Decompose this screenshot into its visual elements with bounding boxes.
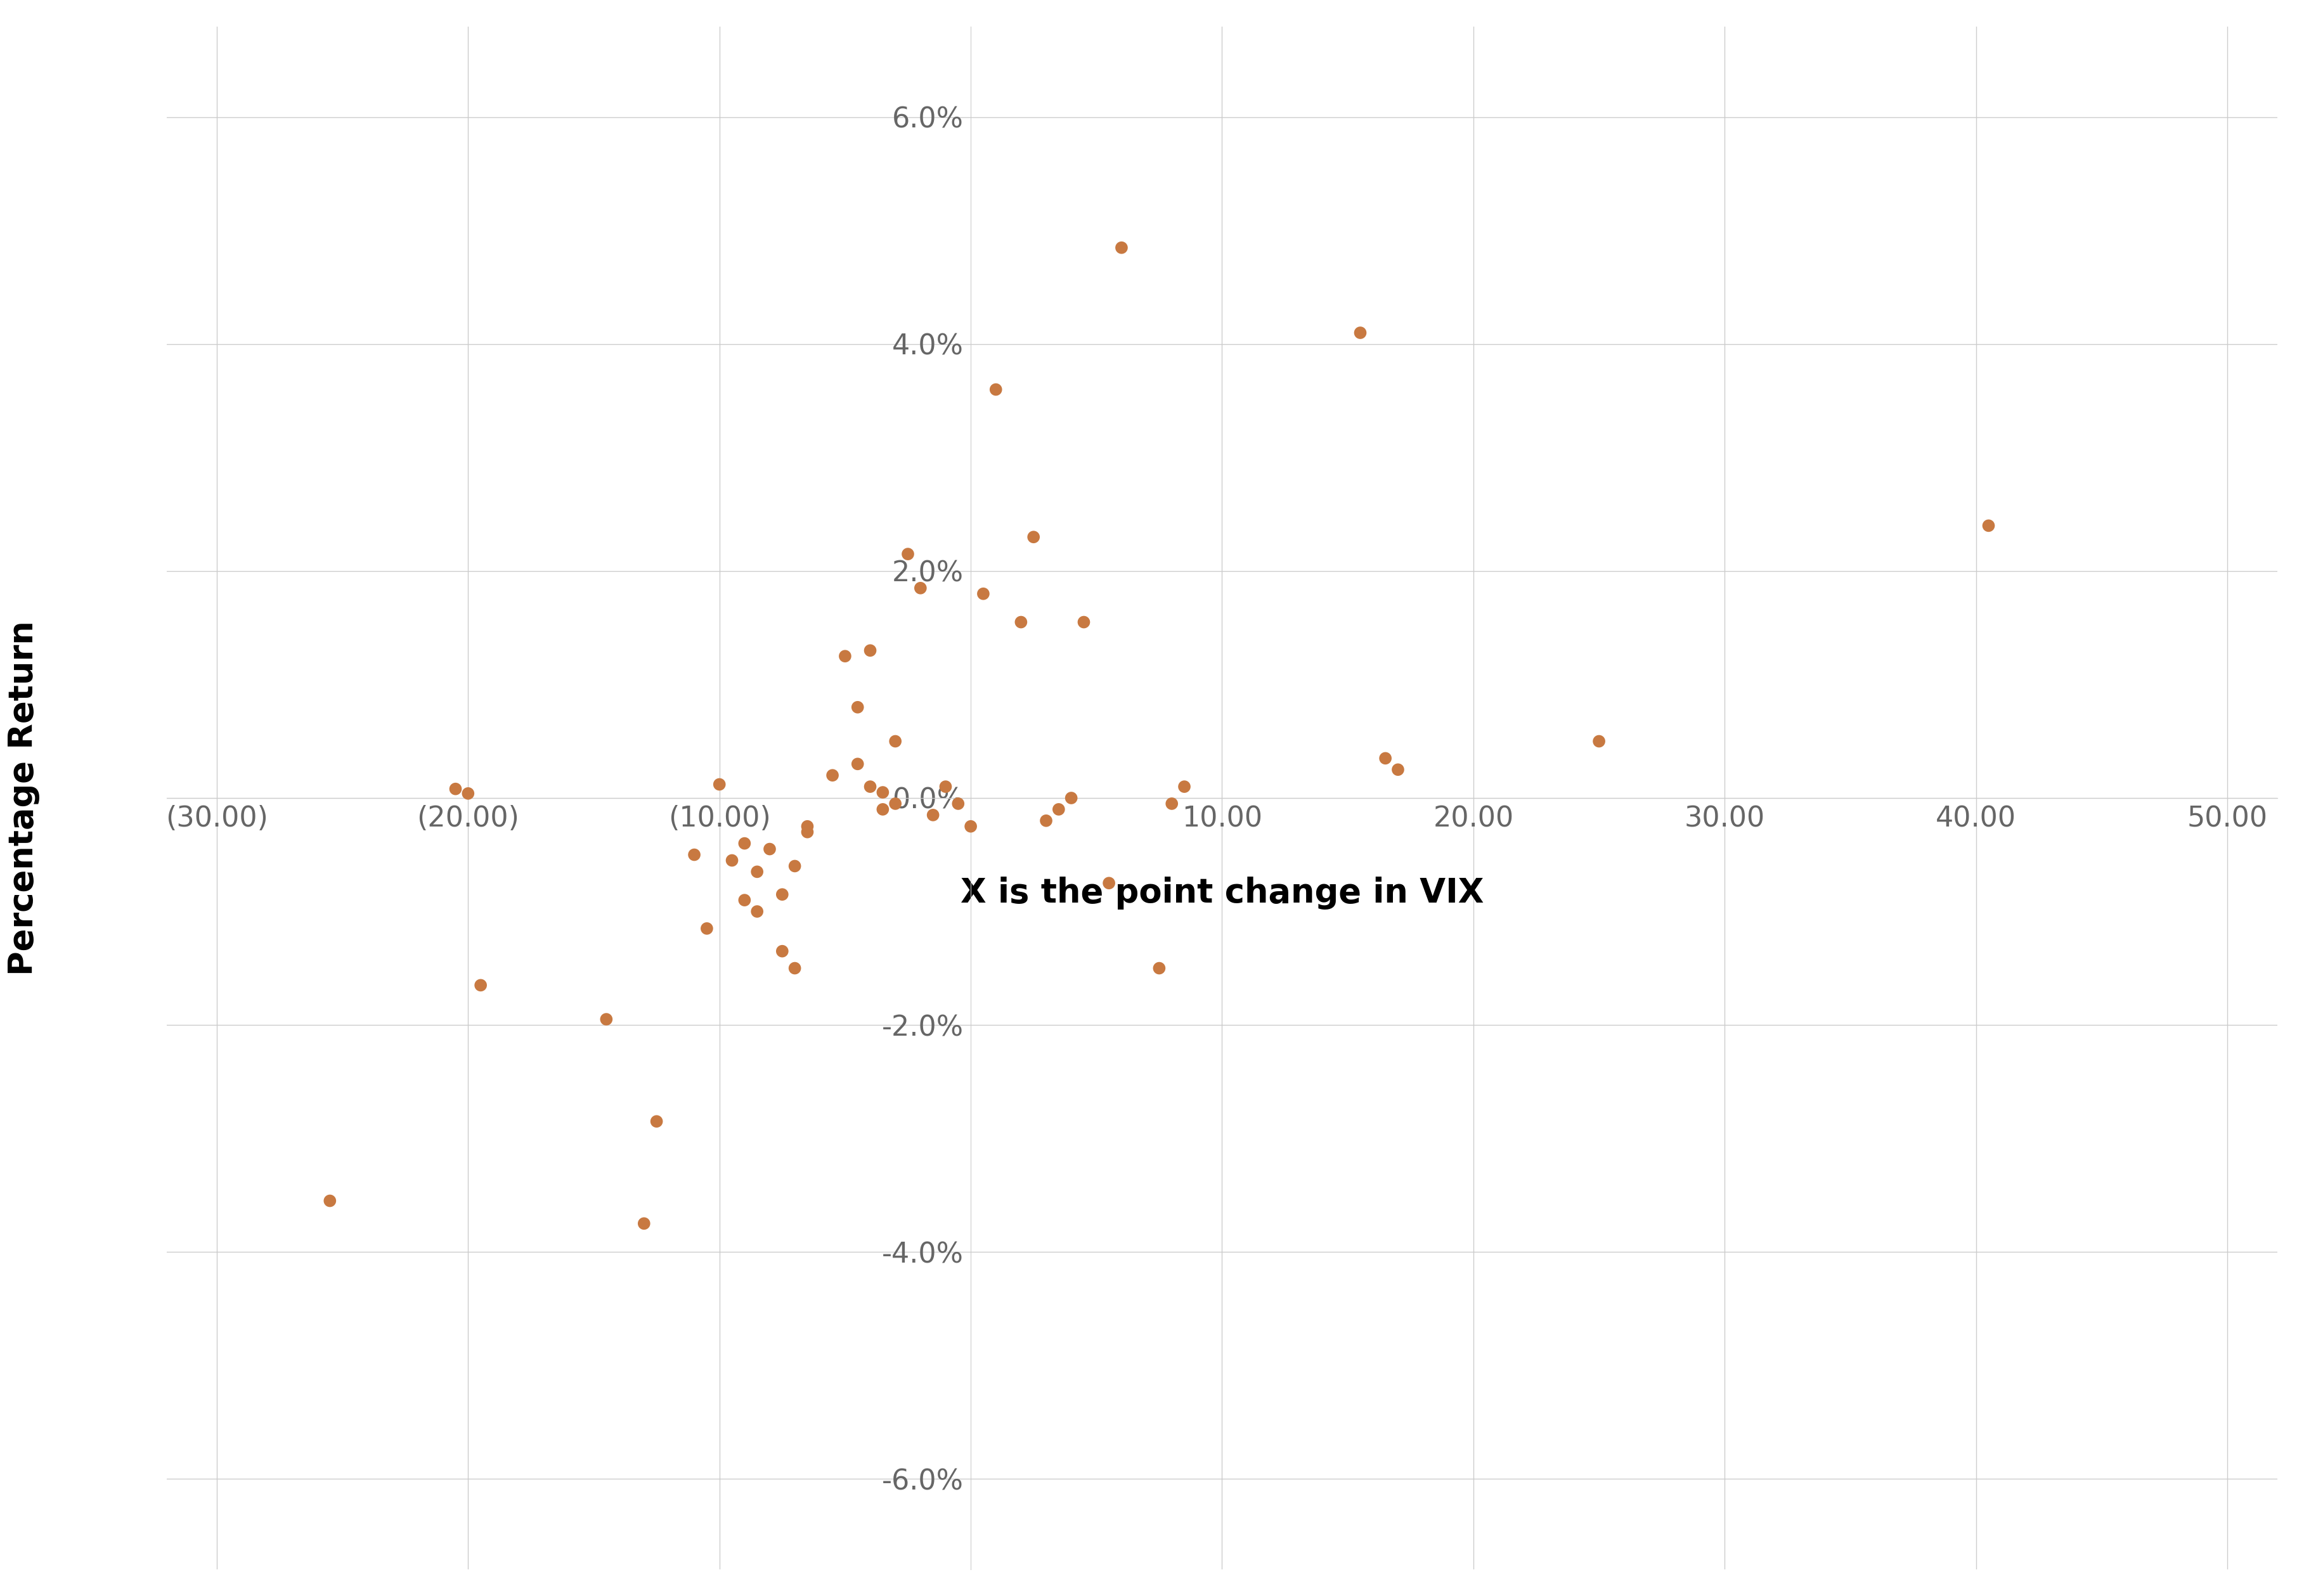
Point	[776, 956, 813, 982]
Point	[864, 796, 901, 822]
Point	[977, 377, 1014, 402]
Point	[463, 972, 500, 998]
Point	[627, 1211, 664, 1237]
Point	[952, 814, 988, 839]
Point	[1016, 523, 1053, 549]
Point	[1064, 610, 1101, 635]
Point	[878, 728, 915, 753]
Point	[588, 1007, 624, 1033]
Point	[675, 843, 712, 868]
Point	[852, 774, 889, 800]
Point	[1366, 745, 1403, 771]
Point	[714, 847, 751, 873]
Point	[765, 881, 802, 907]
Point	[1053, 785, 1090, 811]
Point	[788, 814, 825, 839]
Point	[878, 792, 915, 817]
Point	[926, 774, 963, 800]
Point	[765, 938, 802, 964]
Point	[1581, 728, 1617, 753]
Point	[940, 792, 977, 817]
Point	[1104, 235, 1140, 260]
Point	[740, 859, 776, 884]
Point	[813, 763, 850, 788]
Point	[1970, 512, 2007, 538]
Point	[1041, 796, 1078, 822]
Point	[726, 830, 763, 855]
Point	[965, 581, 1002, 606]
Point	[776, 854, 813, 879]
Point	[689, 916, 726, 942]
Point	[638, 1109, 675, 1135]
Point	[903, 575, 940, 600]
Point	[449, 780, 486, 806]
Point	[1341, 321, 1378, 346]
Point	[438, 776, 475, 801]
Point	[1002, 610, 1039, 635]
Point	[889, 541, 926, 567]
Point	[864, 779, 901, 804]
X-axis label: X is the point change in VIX: X is the point change in VIX	[961, 876, 1484, 910]
Y-axis label: Percentage Return: Percentage Return	[7, 621, 39, 975]
Point	[700, 771, 737, 796]
Point	[740, 899, 776, 924]
Point	[1154, 792, 1191, 817]
Point	[751, 836, 788, 862]
Point	[726, 887, 763, 913]
Point	[852, 638, 889, 664]
Point	[1028, 808, 1064, 833]
Point	[1166, 774, 1203, 800]
Point	[311, 1187, 348, 1213]
Point	[839, 752, 876, 777]
Point	[1140, 956, 1177, 982]
Point	[1380, 757, 1417, 782]
Point	[839, 694, 876, 720]
Point	[827, 643, 864, 669]
Point	[1090, 870, 1127, 895]
Point	[915, 803, 952, 828]
Point	[788, 819, 825, 844]
